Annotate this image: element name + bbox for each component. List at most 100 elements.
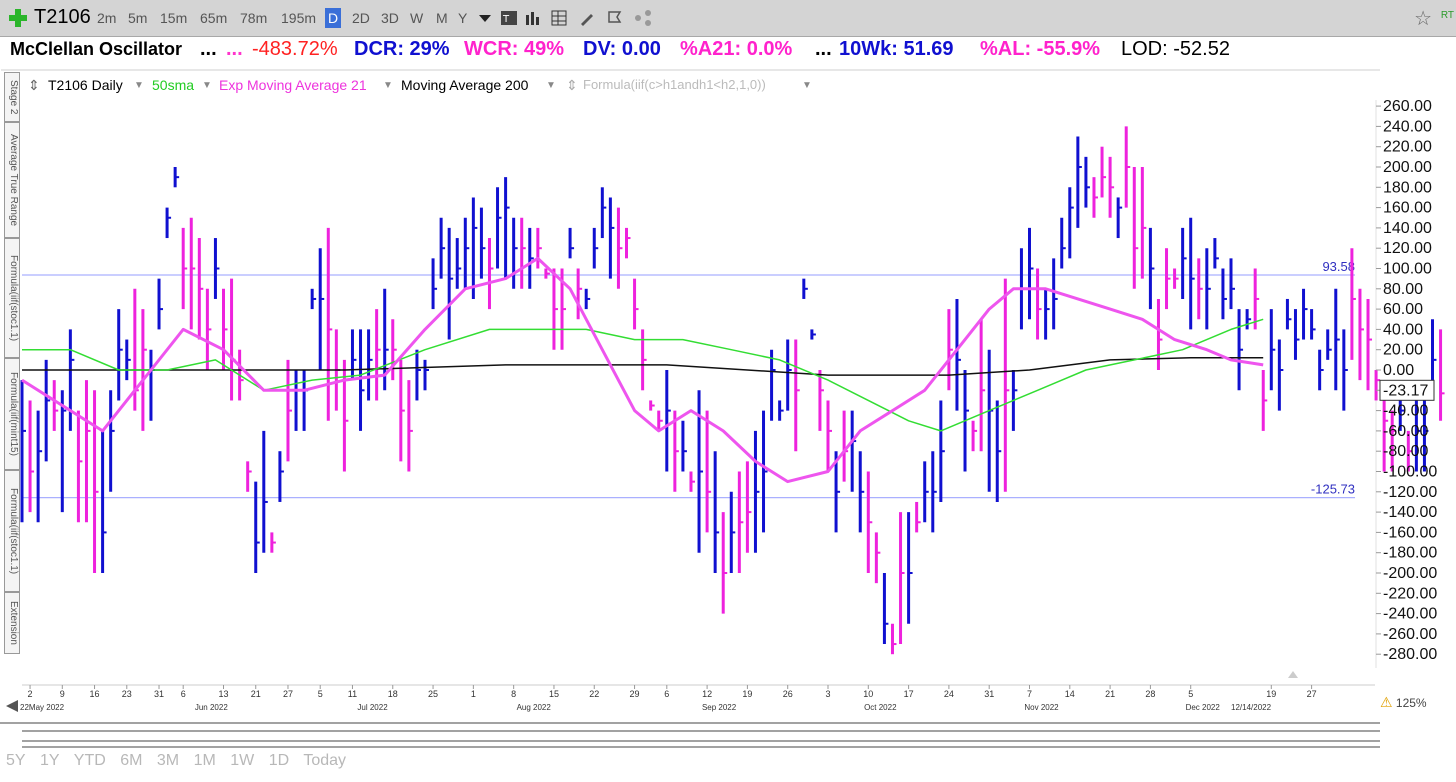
range-1d[interactable]: 1D — [268, 752, 290, 769]
legend-formula[interactable]: Formula(iif(c>h1andh1<h2,1,0)) — [583, 77, 766, 92]
month-label: Sep 2022 — [702, 703, 737, 712]
tf-78m[interactable]: 78m — [240, 10, 268, 26]
ema21-line — [21, 256, 1264, 484]
tf-2d[interactable]: 2D — [352, 10, 370, 26]
tf-weekly[interactable]: W — [410, 10, 424, 26]
header-a21: %A21: 0.0% — [680, 38, 793, 60]
x-tick-label: 26 — [783, 689, 793, 699]
legend-ma200[interactable]: Moving Average 200 — [401, 77, 529, 93]
x-tick-label: 27 — [1307, 689, 1317, 699]
flag-icon[interactable] — [606, 9, 624, 27]
range-1m[interactable]: 1M — [193, 752, 216, 769]
legend-ma200-dropdown-icon[interactable]: ▼ — [546, 80, 556, 91]
header-dv: DV: 0.00 — [583, 38, 661, 60]
range-ytd[interactable]: YTD — [73, 752, 106, 769]
x-tick-label: 27 — [283, 689, 293, 699]
y-tick-label: -280.00 — [1383, 646, 1437, 663]
header-dots-2: ... — [815, 38, 832, 60]
x-tick-label: 16 — [90, 689, 100, 699]
symbol-label[interactable]: T2106 — [34, 6, 91, 28]
tf-65m[interactable]: 65m — [200, 10, 228, 26]
y-tick-label: 200.00 — [1383, 159, 1432, 176]
bar-chart-icon[interactable] — [524, 9, 542, 27]
side-tab-formula-2[interactable]: Formula(iif(mint15) — [4, 358, 20, 470]
tf-daily[interactable]: D — [325, 8, 342, 28]
side-tab-atr[interactable]: Average True Range — [4, 122, 20, 238]
tf-3d[interactable]: 3D — [381, 10, 399, 26]
y-tick-label: 0.00 — [1383, 362, 1414, 379]
legend-ema21[interactable]: Exp Moving Average 21 — [219, 77, 367, 93]
x-tick-label: 12 — [702, 689, 712, 699]
range-3m[interactable]: 3M — [156, 752, 180, 769]
x-tick-label: 11 — [348, 689, 357, 699]
x-tick-label: 31 — [984, 689, 994, 699]
range-6m[interactable]: 6M — [120, 752, 143, 769]
y-tick-label: 40.00 — [1383, 321, 1423, 338]
share-icon[interactable] — [634, 9, 652, 27]
range-1y[interactable]: 1Y — [40, 752, 60, 769]
tf-monthly[interactable]: M — [436, 10, 448, 26]
x-tick-label: 19 — [1266, 689, 1276, 699]
add-symbol-icon[interactable] — [8, 8, 28, 28]
side-tab-formula-3[interactable]: Formula(iif(stoc1.1) — [4, 470, 20, 592]
range-1w[interactable]: 1W — [230, 752, 255, 769]
legend-move-icon[interactable]: ⇕ — [28, 77, 40, 93]
x-tick-label: 15 — [549, 689, 559, 699]
x-tick-label: 3 — [825, 689, 830, 699]
month-label: Nov 2022 — [1024, 703, 1059, 712]
realtime-label: RT — [1440, 10, 1454, 21]
y-tick-label: 140.00 — [1383, 220, 1432, 237]
month-label: 12/14/2022 — [1231, 703, 1272, 712]
x-tick-label: 2 — [28, 689, 33, 699]
month-label: Jun 2022 — [195, 703, 228, 712]
x-tick-label: 1 — [471, 689, 476, 699]
side-tab-extension[interactable]: Extension — [4, 592, 20, 654]
range-today[interactable]: Today — [303, 752, 347, 769]
y-axis: 260.00 240.00 220.00 200.00 180.00 160.00 140.… — [1376, 98, 1437, 663]
legend-sma50[interactable]: 50sma — [152, 77, 195, 93]
legend-formula-dropdown-icon[interactable]: ▼ — [802, 80, 812, 91]
y-tick-label: 60.00 — [1383, 301, 1423, 318]
range-tabs: 5Y 1Y YTD 6M 3M 1M 1W 1D Today — [6, 752, 356, 770]
legend-ema21-dropdown-icon[interactable]: ▼ — [383, 80, 393, 91]
side-tab-formula-1[interactable]: Formula(iif(stoc1.1) — [4, 238, 20, 358]
tf-yearly[interactable]: Y — [458, 10, 468, 26]
star-icon[interactable]: ☆ — [1414, 8, 1432, 30]
scroll-left-icon[interactable] — [6, 700, 18, 712]
y-tick-label: 100.00 — [1383, 261, 1432, 278]
x-tick-label: 28 — [1145, 689, 1155, 699]
x-tick-label: 29 — [630, 689, 640, 699]
pencil-icon[interactable] — [578, 9, 596, 27]
scroll-up-icon[interactable] — [1288, 671, 1298, 678]
y-tick-label: -60.00 — [1383, 423, 1428, 440]
legend-sma50-dropdown-icon[interactable]: ▼ — [202, 80, 212, 91]
range-5y[interactable]: 5Y — [6, 752, 26, 769]
tf-2m[interactable]: 2m — [97, 10, 117, 26]
legend-symbol[interactable]: T2106 Daily — [48, 77, 123, 93]
side-tab-stage[interactable]: Stage 2 — [4, 72, 20, 122]
x-axis: 2 9 16 23 31 6 13 21 27 5 11 18 25 1 8 15 22 29 6 12 19 26 3 10… — [20, 685, 1317, 712]
x-tick-label: 22 — [589, 689, 599, 699]
y-tick-label: -80.00 — [1383, 443, 1428, 460]
legend-formula-move-icon[interactable]: ⇕ — [566, 77, 578, 93]
text-tool-icon[interactable]: T — [500, 9, 518, 27]
tf-195m[interactable]: 195m — [281, 10, 317, 26]
toolbar: T2106 2m 5m 15m 65m 78m 195m D 2D 3D W M… — [0, 0, 1456, 37]
zoom-control[interactable]: ⚠ 125% — [1380, 694, 1427, 711]
legend-symbol-dropdown-icon[interactable]: ▼ — [134, 80, 144, 91]
tf-15m[interactable]: 15m — [160, 10, 188, 26]
zoom-level: 125% — [1395, 696, 1427, 710]
table-icon[interactable] — [550, 9, 568, 27]
month-label: Dec 2022 — [1186, 703, 1221, 712]
y-tick-label: -220.00 — [1383, 585, 1437, 602]
header-al: %AL: -55.9% — [980, 38, 1101, 60]
y-tick-label: -240.00 — [1383, 606, 1437, 623]
tf-5m[interactable]: 5m — [128, 10, 148, 26]
dropdown-arrow-icon[interactable] — [476, 9, 494, 27]
y-tick-label: 160.00 — [1383, 200, 1432, 217]
warning-icon: ⚠ — [1380, 694, 1393, 710]
month-label: Aug 2022 — [517, 703, 552, 712]
header-wcr: WCR: 49% — [464, 38, 565, 60]
y-tick-label: 260.00 — [1383, 98, 1432, 115]
